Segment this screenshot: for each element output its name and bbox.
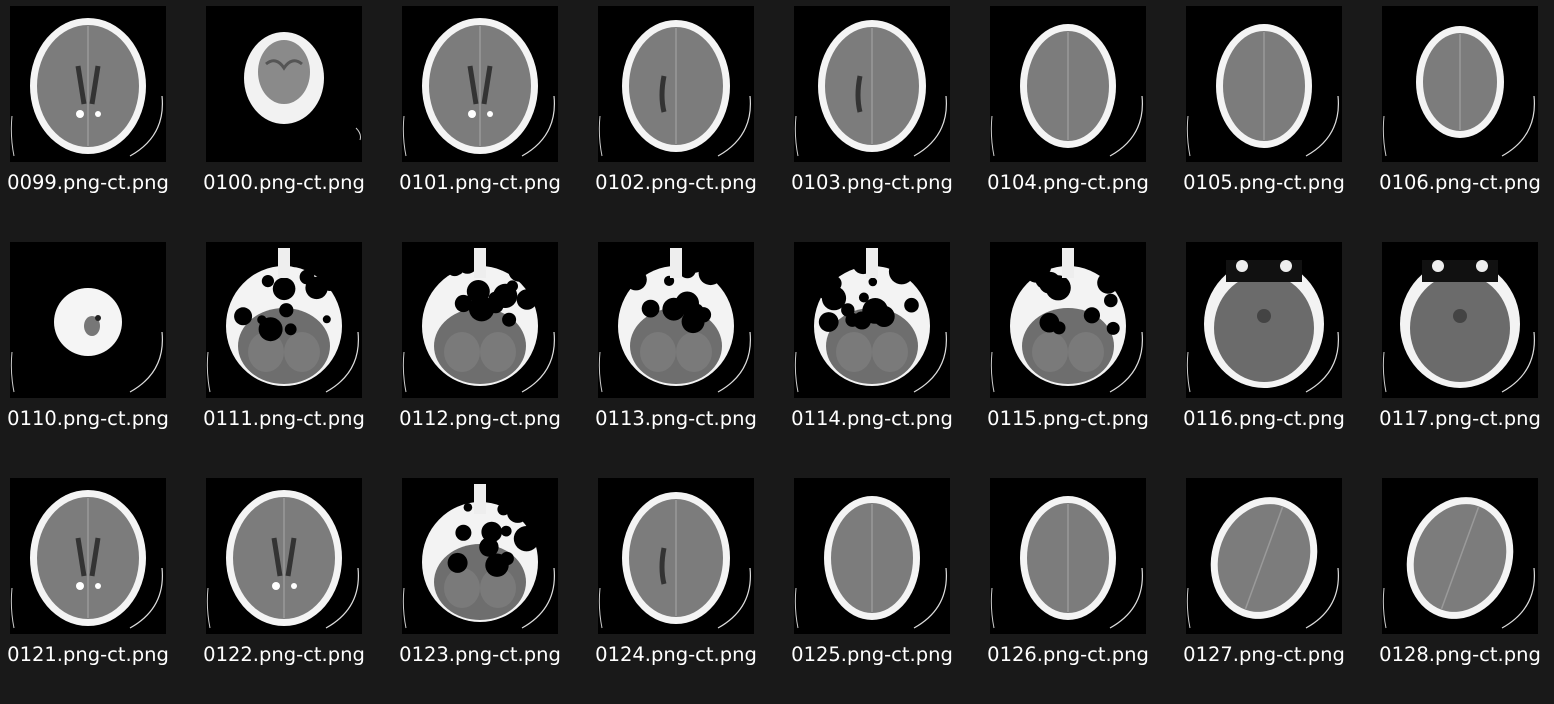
file-name-label: 0127.png-ct.png — [1183, 643, 1345, 666]
file-tile[interactable]: 0127.png-ct.png — [1176, 472, 1372, 704]
ct-scan-thumbnail[interactable] — [10, 6, 166, 162]
ct-scan-thumbnail[interactable] — [1382, 242, 1538, 398]
ct-scan-thumbnail[interactable] — [1186, 478, 1342, 634]
file-name-label: 0123.png-ct.png — [399, 643, 561, 666]
ct-scan-thumbnail[interactable] — [1186, 242, 1342, 398]
file-name-label: 0110.png-ct.png — [7, 407, 169, 430]
file-name-label: 0112.png-ct.png — [399, 407, 561, 430]
file-name-label: 0104.png-ct.png — [987, 171, 1149, 194]
file-name-label: 0105.png-ct.png — [1183, 171, 1345, 194]
file-tile[interactable]: 0111.png-ct.png — [196, 236, 392, 472]
file-tile[interactable]: 0122.png-ct.png — [196, 472, 392, 704]
ct-scan-thumbnail[interactable] — [794, 242, 950, 398]
file-name-label: 0102.png-ct.png — [595, 171, 757, 194]
ct-scan-thumbnail[interactable] — [598, 478, 754, 634]
ct-scan-thumbnail[interactable] — [990, 6, 1146, 162]
file-tile[interactable]: 0114.png-ct.png — [784, 236, 980, 472]
file-tile[interactable]: 0101.png-ct.png — [392, 0, 588, 236]
file-tile[interactable]: 0112.png-ct.png — [392, 236, 588, 472]
file-name-label: 0113.png-ct.png — [595, 407, 757, 430]
ct-scan-thumbnail[interactable] — [1186, 6, 1342, 162]
ct-scan-thumbnail[interactable] — [598, 242, 754, 398]
file-tile[interactable]: 0116.png-ct.png — [1176, 236, 1372, 472]
ct-scan-thumbnail[interactable] — [10, 478, 166, 634]
ct-scan-thumbnail[interactable] — [794, 478, 950, 634]
file-tile[interactable]: 0103.png-ct.png — [784, 0, 980, 236]
ct-scan-thumbnail[interactable] — [402, 478, 558, 634]
ct-scan-thumbnail[interactable] — [402, 6, 558, 162]
ct-scan-thumbnail[interactable] — [206, 478, 362, 634]
file-name-label: 0101.png-ct.png — [399, 171, 561, 194]
file-tile[interactable]: 0124.png-ct.png — [588, 472, 784, 704]
file-name-label: 0115.png-ct.png — [987, 407, 1149, 430]
file-tile[interactable]: 0125.png-ct.png — [784, 472, 980, 704]
file-tile[interactable]: 0115.png-ct.png — [980, 236, 1176, 472]
file-tile[interactable]: 0121.png-ct.png — [0, 472, 196, 704]
file-name-label: 0125.png-ct.png — [791, 643, 953, 666]
file-tile[interactable]: 0104.png-ct.png — [980, 0, 1176, 236]
file-name-label: 0103.png-ct.png — [791, 171, 953, 194]
file-tile[interactable]: 0110.png-ct.png — [0, 236, 196, 472]
file-name-label: 0124.png-ct.png — [595, 643, 757, 666]
file-name-label: 0121.png-ct.png — [7, 643, 169, 666]
file-name-label: 0126.png-ct.png — [987, 643, 1149, 666]
ct-scan-thumbnail[interactable] — [990, 478, 1146, 634]
ct-scan-thumbnail[interactable] — [990, 242, 1146, 398]
file-name-label: 0111.png-ct.png — [203, 407, 365, 430]
file-tile[interactable]: 0100.png-ct.png — [196, 0, 392, 236]
ct-scan-thumbnail[interactable] — [206, 6, 362, 162]
file-name-label: 0106.png-ct.png — [1379, 171, 1541, 194]
ct-scan-thumbnail[interactable] — [206, 242, 362, 398]
file-tile[interactable]: 0126.png-ct.png — [980, 472, 1176, 704]
ct-scan-thumbnail[interactable] — [1382, 6, 1538, 162]
file-name-label: 0114.png-ct.png — [791, 407, 953, 430]
file-tile[interactable]: 0128.png-ct.png — [1372, 472, 1554, 704]
file-tile[interactable]: 0117.png-ct.png — [1372, 236, 1554, 472]
file-tile[interactable]: 0106.png-ct.png — [1372, 0, 1554, 236]
ct-scan-thumbnail[interactable] — [1382, 478, 1538, 634]
file-name-label: 0128.png-ct.png — [1379, 643, 1541, 666]
ct-scan-thumbnail[interactable] — [10, 242, 166, 398]
file-name-label: 0117.png-ct.png — [1379, 407, 1541, 430]
file-name-label: 0100.png-ct.png — [203, 171, 365, 194]
ct-scan-thumbnail[interactable] — [598, 6, 754, 162]
file-tile[interactable]: 0099.png-ct.png — [0, 0, 196, 236]
file-name-label: 0116.png-ct.png — [1183, 407, 1345, 430]
ct-scan-thumbnail[interactable] — [794, 6, 950, 162]
file-name-label: 0099.png-ct.png — [7, 171, 169, 194]
file-tile[interactable]: 0102.png-ct.png — [588, 0, 784, 236]
file-tile[interactable]: 0123.png-ct.png — [392, 472, 588, 704]
file-tile[interactable]: 0113.png-ct.png — [588, 236, 784, 472]
file-tile[interactable]: 0105.png-ct.png — [1176, 0, 1372, 236]
file-name-label: 0122.png-ct.png — [203, 643, 365, 666]
ct-scan-thumbnail[interactable] — [402, 242, 558, 398]
